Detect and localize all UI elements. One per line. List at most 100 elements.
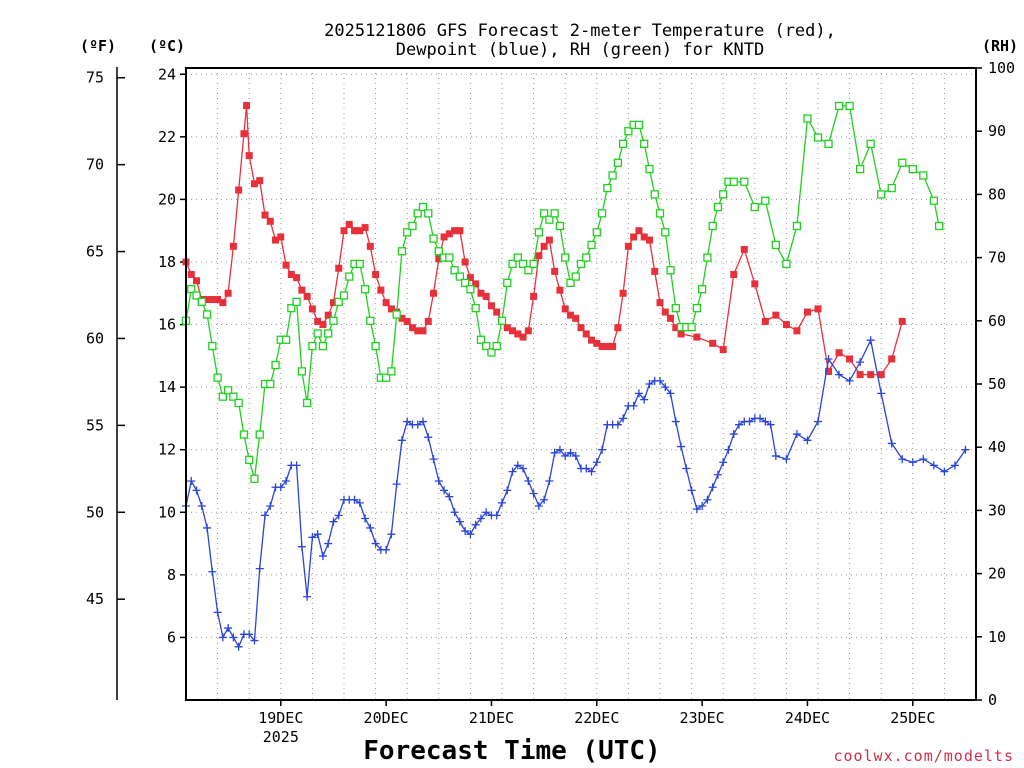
dewpoint-point [950,461,959,470]
dewpoint-point [898,455,907,464]
dewpoint-point [845,376,854,385]
time-tick-label: 20DEC [364,709,409,727]
dewpoint-point [224,624,233,633]
dewpoint-point [303,592,312,601]
dewpoint-point [824,354,833,363]
temperature-point [635,227,643,235]
rh-point [834,101,844,111]
series-dewpoint [182,336,970,651]
rh-point [813,133,823,142]
rh-point [529,259,538,269]
rh-point [408,221,417,231]
fahrenheit-tick-label: 45 [86,590,104,608]
celsius-tick-label: 8 [167,566,176,584]
dewpoint-point [471,520,480,529]
temperature-point [250,180,258,188]
series-rh [181,101,944,483]
temperature-point [282,261,290,269]
rh-point [513,253,522,262]
temperature-point [235,186,243,194]
rh-point [782,259,791,269]
dewpoint-point [698,502,707,511]
rh-point [719,190,728,199]
rh-tick-label: 0 [988,691,997,709]
dewpoint-point [203,523,212,532]
dewpoint-point [587,467,596,476]
temperature-point [245,152,253,160]
dewpoint-point [619,414,628,423]
temperature-point [493,308,501,316]
temperature-point [430,289,438,297]
temperature-point [598,342,606,350]
rh-point [618,139,628,148]
rh-point [492,341,501,351]
dewpoint-point [524,476,533,485]
rh-point [239,430,249,439]
rh-tick-label: 90 [988,122,1006,140]
dewpoint-point [571,451,580,460]
rh-point [371,341,380,351]
dewpoint-point [645,380,654,388]
time-tick-label: 21DEC [469,709,514,727]
rh-tick-label: 30 [988,501,1006,519]
temperature-point [835,349,843,357]
temperature-point [361,224,369,232]
dewpoint-point [403,417,412,426]
dewpoint-point [835,370,844,379]
temperature-point [535,252,543,260]
rh-point [929,196,939,205]
fahrenheit-tick-label: 70 [86,156,104,174]
dewpoint-point [197,502,206,511]
temperature-point [556,286,564,294]
rh-point [208,341,217,351]
temperature-point [487,302,495,310]
rh-point [197,297,206,306]
rh-point [202,310,212,319]
rh-point [287,304,296,313]
temperature-point [761,317,769,325]
rh-point [297,367,307,376]
dewpoint-point [392,480,401,489]
celsius-tick-label: 20 [158,190,176,208]
temperature-point [856,371,864,379]
rh-point [234,398,243,408]
rh-tick-label: 50 [988,375,1006,393]
celsius-tick-label: 16 [158,316,176,334]
temperature-point [603,342,611,350]
temperature-point [572,314,580,322]
dewpoint-point [692,505,701,514]
dewpoint-point [856,358,865,367]
rh-point [713,202,723,212]
dewpoint-point [756,414,765,423]
rh-point [877,190,886,199]
rh-point [697,285,707,294]
dewpoint-point [703,495,712,504]
temperature-point [719,346,727,354]
fahrenheit-axis: 45 50 55 60 65 70 75 [86,69,125,608]
rh-point [919,171,928,180]
dewpoint-line [185,338,967,649]
time-tick-label: 24DEC [785,709,830,727]
credit-text: coolwx.com/modelts [833,747,1014,765]
temperature-point [424,317,432,325]
temperature-point [477,289,485,297]
rh-point [381,373,391,382]
dewpoint-point [445,492,454,501]
dewpoint-point [782,455,791,464]
dewpoint-point [866,336,875,345]
rh-point [308,341,317,351]
dewpoint-point [640,395,649,404]
temperature-point [545,236,553,244]
dewpoint-point [735,420,743,429]
rh-unit-label: (RH) [982,37,1018,55]
temperature-point [509,327,517,335]
temperature-point [403,317,411,325]
temperature-point [609,342,617,350]
rh-tick-label: 10 [988,628,1006,646]
rh-point [692,304,702,313]
dewpoint-point [582,464,591,473]
rh-point [582,253,591,262]
dewpoint-point [877,389,886,398]
fahrenheit-tick-label: 65 [86,243,104,261]
